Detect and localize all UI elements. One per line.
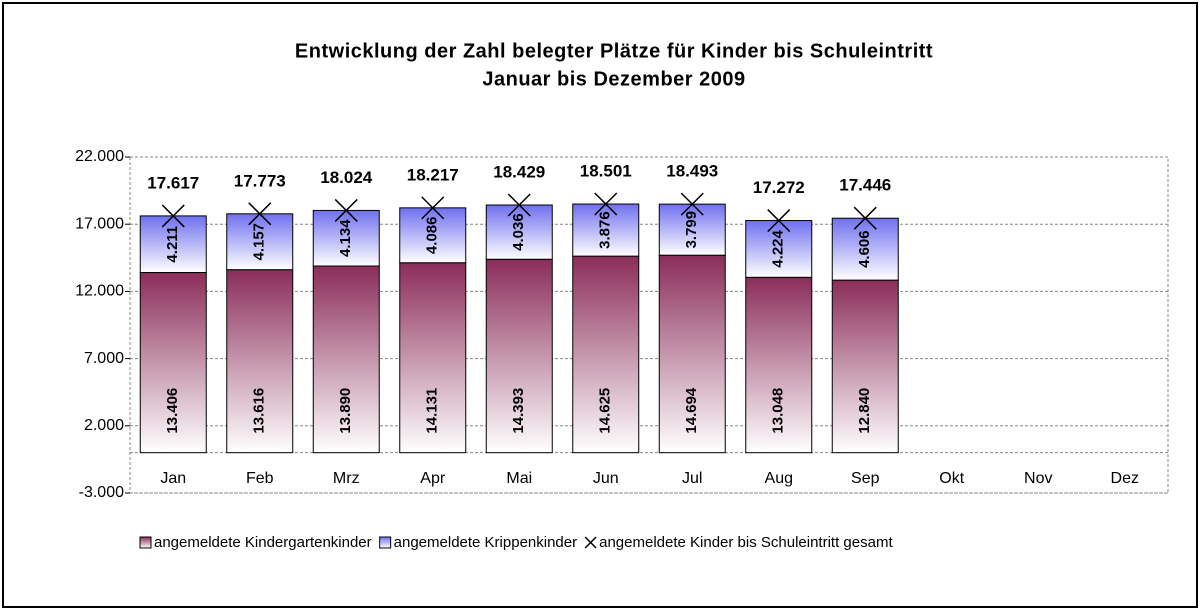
- data-label: 3.876: [597, 211, 614, 249]
- bar-segment: [312, 209, 380, 267]
- x-tick-label: Jul: [682, 470, 702, 487]
- legend-label: angemeldete Kindergartenkinder: [154, 534, 372, 551]
- total-marker: [507, 193, 531, 217]
- bar-segment: [745, 220, 813, 278]
- total-marker: [767, 209, 791, 233]
- data-label: 4.157: [251, 223, 268, 261]
- chart-subtitle: Januar bis Dezember 2009: [482, 68, 745, 90]
- total-marker: [594, 192, 618, 216]
- legend-label: angemeldete Kinder bis Schuleintritt ges…: [599, 534, 893, 551]
- total-label: 17.773: [234, 171, 286, 190]
- bar-segment: [312, 265, 380, 454]
- data-label: 13.406: [164, 388, 181, 434]
- data-label: 4.211: [164, 226, 181, 263]
- x-tick-label: Dez: [1111, 470, 1139, 487]
- total-label: 18.501: [580, 162, 632, 181]
- total-label: 18.024: [320, 168, 373, 187]
- x-tick-label: Mrz: [333, 470, 360, 487]
- total-label: 17.272: [753, 178, 805, 197]
- data-label: 4.086: [424, 217, 441, 255]
- total-marker: [421, 196, 445, 220]
- bar-segment: [139, 215, 207, 274]
- y-tick-label: 17.000: [75, 215, 124, 232]
- y-tick-label: 2.000: [84, 417, 124, 434]
- legend-swatch: [584, 536, 597, 549]
- bar-segment: [572, 255, 640, 454]
- total-marker: [248, 202, 272, 226]
- y-tick-label: 12.000: [75, 283, 124, 300]
- total-label: 18.429: [493, 162, 545, 181]
- data-label: 4.134: [337, 219, 354, 257]
- data-label: 14.131: [424, 388, 441, 434]
- y-tick-label: -3.000: [79, 484, 124, 501]
- x-tick-label: Sep: [851, 470, 880, 487]
- x-tick-label: Apr: [420, 470, 446, 487]
- data-label: 12.840: [856, 388, 873, 434]
- x-tick-label: Mai: [506, 470, 532, 487]
- x-tick-label: Aug: [765, 470, 793, 487]
- total-marker: [853, 206, 877, 230]
- total-label: 17.446: [839, 176, 891, 195]
- data-label: 4.606: [856, 230, 873, 268]
- data-label: 14.694: [683, 387, 700, 434]
- chart-title: Entwicklung der Zahl belegter Plätze für…: [295, 40, 933, 62]
- data-label: 4.224: [770, 230, 787, 268]
- data-label: 14.625: [597, 388, 614, 434]
- bar-segment: [485, 258, 553, 454]
- data-label: 13.890: [337, 388, 354, 434]
- total-marker: [161, 204, 185, 228]
- total-label: 17.617: [147, 173, 199, 192]
- bar-segment: [485, 204, 553, 260]
- bar-segment: [658, 203, 726, 256]
- bar-segment: [226, 213, 294, 271]
- data-label: 13.616: [251, 388, 268, 434]
- legend-swatch: [139, 536, 152, 549]
- data-label: 14.393: [510, 388, 527, 434]
- bar-segment: [658, 254, 726, 454]
- plot-border: [129, 156, 1169, 494]
- data-label: 13.048: [770, 388, 787, 434]
- bar-segment: [139, 272, 207, 454]
- total-marker: [334, 198, 358, 222]
- x-tick-label: Nov: [1024, 470, 1052, 487]
- y-tick-label: 7.000: [84, 350, 124, 367]
- x-tick-label: Okt: [939, 470, 964, 487]
- bar-segment: [572, 203, 640, 257]
- y-tick-label: 22.000: [75, 148, 124, 165]
- x-tick-label: Jun: [593, 470, 619, 487]
- total-label: 18.493: [666, 162, 718, 181]
- legend-swatch: [379, 536, 392, 549]
- total-marker: [680, 192, 704, 216]
- data-label: 4.036: [510, 213, 527, 251]
- bar-segment: [831, 279, 899, 454]
- bar-segment: [399, 262, 467, 454]
- x-tick-label: Feb: [246, 470, 274, 487]
- total-label: 18.217: [407, 165, 459, 184]
- legend-label: angemeldete Krippenkinder: [394, 534, 577, 551]
- bar-segment: [745, 276, 813, 454]
- data-label: 3.799: [683, 211, 700, 249]
- x-tick-label: Jan: [160, 470, 186, 487]
